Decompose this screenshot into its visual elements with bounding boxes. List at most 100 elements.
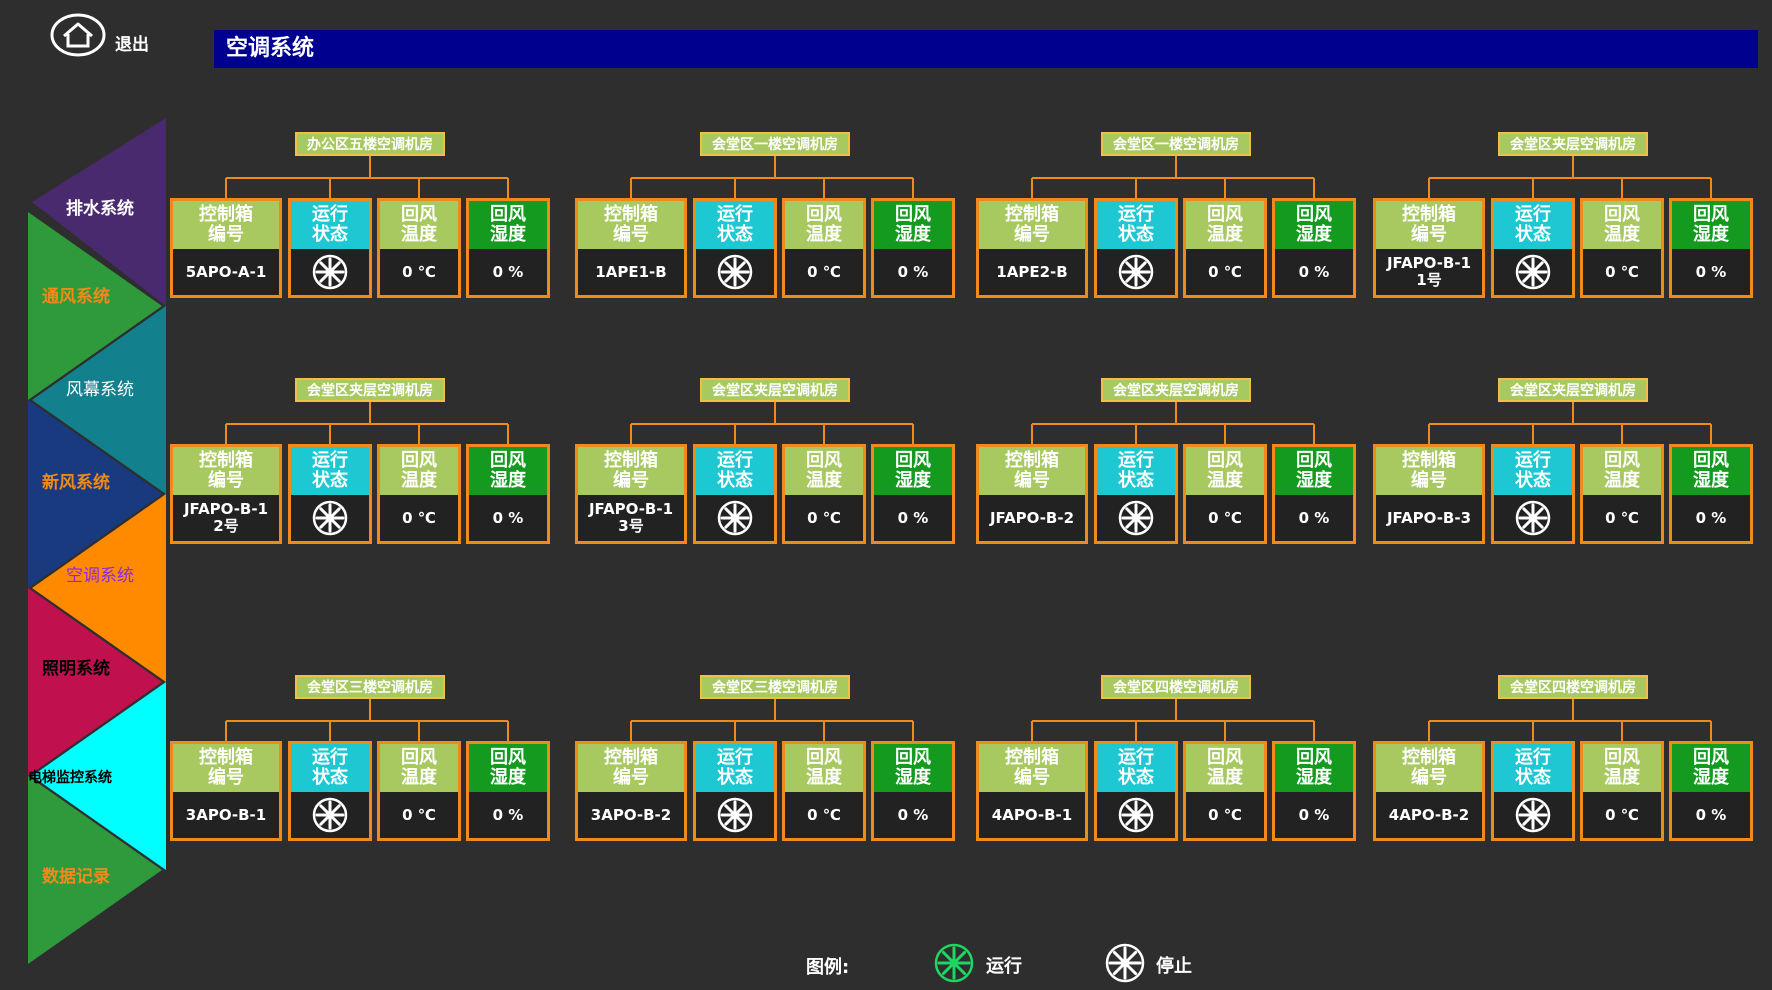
hum-card: 回风 湿度 0 %	[871, 444, 955, 544]
run-value	[1097, 495, 1175, 541]
code-card: 控制箱 编号 5APO-A-1	[170, 198, 282, 298]
fan-status-icon	[717, 797, 753, 833]
hum-caption: 回风 湿度	[874, 201, 952, 249]
run-value	[696, 495, 774, 541]
run-value	[291, 495, 369, 541]
run-caption: 运行 状态	[291, 447, 369, 495]
hum-value: 0 %	[1298, 508, 1330, 527]
code-caption: 控制箱 编号	[1376, 447, 1482, 495]
run-value	[1097, 792, 1175, 838]
unit-group: 会堂区四楼空调机房 控制箱 编号 4APO-B-2 运行 状态 回风 温度 0 ℃ 回风 湿度 0 %	[1373, 675, 1772, 855]
hum-value: 0 %	[897, 262, 929, 281]
nav-item-0[interactable]: 排水系统	[66, 199, 134, 219]
temp-caption: 回风 温度	[380, 447, 458, 495]
run-card[interactable]: 运行 状态	[693, 198, 777, 298]
code-caption: 控制箱 编号	[979, 201, 1085, 249]
hum-card: 回风 湿度 0 %	[871, 741, 955, 841]
nav-item-4[interactable]: 空调系统	[66, 566, 134, 586]
connector-lines	[630, 402, 914, 444]
run-caption: 运行 状态	[696, 744, 774, 792]
run-card[interactable]: 运行 状态	[288, 198, 372, 298]
nav-tile-6[interactable]	[32, 682, 166, 870]
temp-value: 0 ℃	[1208, 262, 1242, 281]
nav-tile-2[interactable]	[32, 306, 166, 494]
code-caption: 控制箱 编号	[1376, 201, 1482, 249]
run-card[interactable]: 运行 状态	[693, 444, 777, 544]
fan-status-icon	[717, 500, 753, 536]
run-value	[291, 792, 369, 838]
hum-caption: 回风 湿度	[1672, 744, 1750, 792]
run-card[interactable]: 运行 状态	[1094, 198, 1178, 298]
fan-status-icon	[1515, 500, 1551, 536]
hum-value: 0 %	[492, 805, 524, 824]
code-card: 控制箱 编号 JFAPO-B-1 3号	[575, 444, 687, 544]
connector-lines	[1428, 699, 1712, 741]
nav-tile-4[interactable]	[32, 494, 166, 682]
nav-background	[28, 118, 166, 964]
temp-caption: 回风 温度	[1583, 447, 1661, 495]
room-title: 会堂区夹层空调机房	[1101, 378, 1251, 402]
run-card[interactable]: 运行 状态	[288, 741, 372, 841]
nav-tile-5[interactable]	[28, 588, 162, 776]
connector-lines	[630, 699, 914, 741]
run-value	[1097, 249, 1175, 295]
nav-tile-7[interactable]	[28, 776, 162, 964]
run-card[interactable]: 运行 状态	[1491, 198, 1575, 298]
exit-button[interactable]: 退出	[115, 35, 149, 55]
run-caption: 运行 状态	[1097, 744, 1175, 792]
hum-value: 0 %	[1695, 508, 1727, 527]
temp-card: 回风 温度 0 ℃	[782, 198, 866, 298]
run-caption: 运行 状态	[1097, 447, 1175, 495]
room-title: 会堂区一楼空调机房	[1101, 132, 1251, 156]
connector-lines	[1031, 402, 1315, 444]
nav-item-2[interactable]: 风幕系统	[66, 380, 134, 400]
nav-item-1[interactable]: 通风系统	[42, 287, 110, 307]
hum-card: 回风 湿度 0 %	[1272, 198, 1356, 298]
temp-caption: 回风 温度	[785, 201, 863, 249]
code-caption: 控制箱 编号	[979, 447, 1085, 495]
unit-group: 会堂区三楼空调机房 控制箱 编号 3APO-B-2 运行 状态 回风 温度 0 ℃ 回风 湿度 0 %	[575, 675, 975, 855]
fan-status-icon	[312, 254, 348, 290]
run-card[interactable]: 运行 状态	[693, 741, 777, 841]
home-icon[interactable]	[50, 12, 106, 58]
nav-tile-0[interactable]	[32, 118, 166, 306]
code-value: 3APO-B-1	[185, 805, 267, 824]
run-card[interactable]: 运行 状态	[1491, 444, 1575, 544]
run-card[interactable]: 运行 状态	[288, 444, 372, 544]
nav-item-5[interactable]: 照明系统	[42, 659, 110, 679]
temp-card: 回风 温度 0 ℃	[1580, 444, 1664, 544]
hum-caption: 回风 湿度	[1275, 447, 1353, 495]
hum-caption: 回风 湿度	[1275, 744, 1353, 792]
code-value: JFAPO-B-1 1号	[1386, 254, 1472, 289]
nav-item-6[interactable]: 电梯监控系统	[28, 770, 112, 786]
hum-value: 0 %	[492, 262, 524, 281]
fan-running-legend-icon	[934, 943, 974, 983]
code-value: JFAPO-B-1 2号	[183, 500, 269, 535]
code-value: 1APE1-B	[595, 262, 667, 281]
room-title: 会堂区四楼空调机房	[1498, 675, 1648, 699]
hum-caption: 回风 湿度	[1672, 201, 1750, 249]
hum-value: 0 %	[1695, 805, 1727, 824]
room-title: 会堂区夹层空调机房	[700, 378, 850, 402]
temp-card: 回风 温度 0 ℃	[782, 444, 866, 544]
unit-group: 会堂区四楼空调机房 控制箱 编号 4APO-B-1 运行 状态 回风 温度 0 ℃ 回风 湿度 0 %	[976, 675, 1376, 855]
hum-value: 0 %	[897, 508, 929, 527]
nav-item-3[interactable]: 新风系统	[42, 473, 110, 493]
temp-value: 0 ℃	[1605, 805, 1639, 824]
code-caption: 控制箱 编号	[173, 201, 279, 249]
unit-group: 会堂区夹层空调机房 控制箱 编号 JFAPO-B-2 运行 状态 回风 温度 0 ℃ 回风 湿度 0 …	[976, 378, 1376, 558]
run-card[interactable]: 运行 状态	[1094, 444, 1178, 544]
run-card[interactable]: 运行 状态	[1491, 741, 1575, 841]
nav-item-7[interactable]: 数据记录	[42, 867, 110, 887]
run-card[interactable]: 运行 状态	[1094, 741, 1178, 841]
code-value: JFAPO-B-2	[989, 508, 1075, 527]
code-value: 4APO-B-1	[991, 805, 1073, 824]
hum-caption: 回风 湿度	[874, 744, 952, 792]
unit-group: 会堂区三楼空调机房 控制箱 编号 3APO-B-1 运行 状态 回风 温度 0 ℃ 回风 湿度 0 %	[170, 675, 570, 855]
code-card: 控制箱 编号 1APE2-B	[976, 198, 1088, 298]
room-title: 会堂区三楼空调机房	[700, 675, 850, 699]
code-card: 控制箱 编号 JFAPO-B-3	[1373, 444, 1485, 544]
run-caption: 运行 状态	[696, 201, 774, 249]
nav-tile-3[interactable]	[28, 400, 162, 588]
nav-tile-1[interactable]	[28, 212, 162, 400]
